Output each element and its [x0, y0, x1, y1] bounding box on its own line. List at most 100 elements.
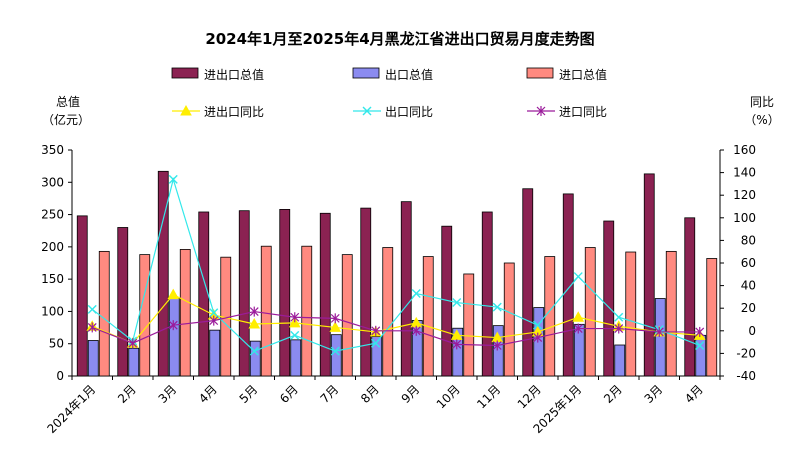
bar-export [695, 334, 707, 377]
x-tick-label: 2月 [115, 382, 139, 406]
x-tick-label: 7月 [318, 382, 342, 406]
bar-export [128, 347, 140, 377]
point-import-yoy [533, 332, 543, 343]
point-import-yoy [87, 322, 97, 333]
bar-import [706, 258, 718, 377]
point-import-yoy [614, 323, 624, 334]
right-axis-title-line2: （%） [744, 113, 779, 127]
bar-export [452, 327, 464, 377]
bar-export [290, 339, 302, 377]
bar-total [400, 201, 412, 377]
lines [86, 174, 706, 356]
legend-swatch-import [526, 67, 554, 79]
point-total-yoy [572, 311, 585, 322]
bar-total [684, 217, 696, 377]
bars [76, 170, 718, 377]
bar-total [360, 207, 372, 377]
x-tick-label: 2024年1月 [44, 382, 98, 436]
x-tick-label: 6月 [277, 382, 301, 406]
point-export-yoy [371, 338, 381, 348]
bar-import [584, 247, 596, 377]
legend-label-import-yoy: 进口同比 [559, 105, 607, 119]
bar-import [463, 273, 475, 377]
point-export-yoy [614, 312, 624, 322]
point-total-yoy [288, 316, 301, 328]
bar-total [157, 170, 169, 377]
point-import-yoy [492, 340, 502, 351]
point-export-yoy [330, 346, 340, 356]
right-tick-label: -20 [736, 346, 756, 360]
legend-marker-total-yoy [180, 104, 192, 116]
bar-import [260, 245, 272, 377]
left-tick-label: 50 [49, 337, 64, 351]
point-import-yoy [330, 313, 340, 324]
x-tick-label: 2月 [601, 382, 625, 406]
legend-label-total: 进出口总值 [204, 67, 264, 82]
bar-export [492, 325, 504, 377]
point-export-yoy [492, 302, 502, 312]
bar-export [614, 344, 626, 377]
point-export-yoy [533, 320, 543, 330]
point-import-yoy [452, 339, 462, 350]
point-export-yoy [573, 272, 583, 282]
right-tick-label: 60 [741, 256, 756, 270]
bar-total [643, 173, 655, 377]
point-export-yoy [168, 174, 178, 184]
chart-title: 2024年1月至2025年4月黑龙江省进出口贸易月度走势图 [205, 30, 594, 48]
bar-import [179, 249, 191, 377]
x-tick-label: 3月 [156, 382, 180, 406]
point-import-yoy [168, 320, 178, 331]
legend-marker-import-yoy [536, 106, 546, 116]
bar-export [573, 323, 585, 377]
point-export-yoy [87, 304, 97, 314]
left-tick-label: 350 [41, 143, 64, 157]
point-import-yoy [573, 323, 583, 334]
bar-total [522, 188, 534, 377]
point-export-yoy [452, 298, 462, 308]
point-export-yoy [411, 289, 421, 299]
bar-export [371, 336, 383, 377]
x-tick-label: 8月 [358, 382, 382, 406]
left-tick-label: 250 [41, 208, 64, 222]
bar-import [98, 250, 110, 377]
bar-total [279, 209, 291, 377]
right-tick-label: 160 [733, 143, 756, 157]
bar-export [533, 307, 545, 377]
bar-total [319, 212, 331, 377]
right-tick-label: 120 [733, 188, 756, 202]
bar-import [544, 256, 556, 377]
left-tick-label: 0 [56, 369, 64, 383]
bar-import [301, 245, 313, 377]
legend-marker-export-yoy [362, 106, 372, 116]
bar-total [238, 210, 250, 377]
point-import-yoy [411, 325, 421, 336]
bar-export [168, 298, 180, 377]
point-total-yoy [167, 288, 180, 300]
point-total-yoy [248, 317, 261, 329]
right-axis-title-line1: 同比 [750, 95, 774, 109]
bar-export [654, 298, 666, 377]
x-tick-label: 4月 [196, 382, 220, 406]
bar-import [139, 254, 151, 377]
bar-export [209, 329, 221, 377]
left-axis-title-line2: （亿元） [42, 112, 90, 127]
bar-import [382, 247, 394, 377]
point-import-yoy [249, 306, 259, 317]
x-tick-label: 4月 [682, 382, 706, 406]
legend-label-total-yoy: 进出口同比 [204, 105, 264, 119]
point-import-yoy [371, 325, 381, 336]
bar-import [665, 250, 677, 377]
right-tick-label: 20 [741, 301, 756, 315]
line-import-yoy [92, 310, 700, 347]
right-tick-label: 40 [741, 279, 756, 293]
x-tick-label: 11月 [474, 382, 503, 411]
left-tick-label: 300 [41, 175, 64, 189]
bar-import [422, 256, 434, 377]
bar-export [249, 340, 261, 377]
point-import-yoy [290, 312, 300, 323]
point-export-yoy [290, 330, 300, 340]
bar-total [562, 193, 574, 377]
